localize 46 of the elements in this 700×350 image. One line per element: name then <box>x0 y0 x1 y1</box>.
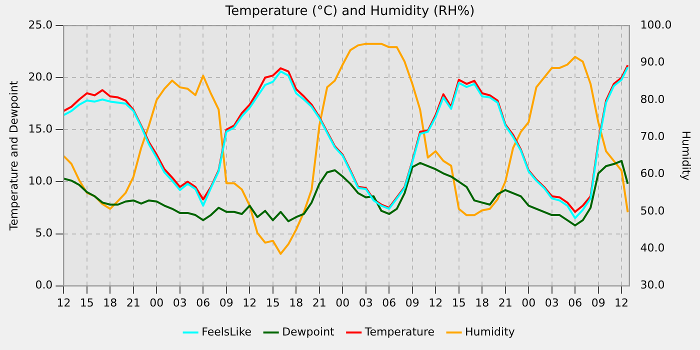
x-tick-label: 18 <box>475 296 490 310</box>
x-tick-label: 12 <box>242 296 257 310</box>
x-tick-label: 12 <box>614 296 629 310</box>
legend-label: Dewpoint <box>282 325 336 338</box>
x-tick-label: 21 <box>498 296 512 310</box>
y-axis-title: Temperature and Dewpoint <box>7 80 20 232</box>
y2-tick-label: 80.0 <box>640 92 665 106</box>
x-tick-label: 18 <box>289 296 304 310</box>
legend-label: Temperature <box>364 325 435 338</box>
y-tick-label: 20.0 <box>28 70 53 84</box>
x-tick-label: 09 <box>591 296 606 310</box>
x-tick-label: 03 <box>172 296 187 310</box>
chart-title: Temperature (°C) and Humidity (RH%) <box>224 4 475 20</box>
y-tick-label: 10.0 <box>28 174 53 188</box>
x-tick-label: 03 <box>358 296 373 310</box>
x-tick-label: 06 <box>382 296 396 310</box>
x-tick-label: 12 <box>428 296 443 310</box>
x-tick-label: 03 <box>544 296 559 310</box>
x-tick-label: 06 <box>568 296 582 310</box>
y2-tick-label: 30.0 <box>640 278 665 292</box>
x-tick-label: 15 <box>80 296 94 310</box>
x-tick-label: 09 <box>405 296 420 310</box>
x-tick-label: 00 <box>522 296 536 310</box>
y2-tick-label: 40.0 <box>640 241 665 254</box>
x-tick-label: 15 <box>266 296 280 310</box>
y-tick-label: 25.0 <box>28 18 53 32</box>
y2-tick-label: 100.0 <box>640 18 672 32</box>
y-tick-label: 15.0 <box>28 122 53 136</box>
x-tick-label: 21 <box>312 296 326 310</box>
x-tick-label: 12 <box>56 296 71 310</box>
y2-tick-label: 70.0 <box>640 130 665 143</box>
x-tick-label: 00 <box>150 296 164 310</box>
x-tick-label: 15 <box>452 296 466 310</box>
legend-label: Humidity <box>465 325 516 338</box>
x-tick-label: 06 <box>196 296 210 310</box>
y2-axis-title: Humidity <box>680 130 693 182</box>
y-tick-label: 0.0 <box>35 278 53 292</box>
y2-tick-label: 50.0 <box>640 204 665 218</box>
x-tick-label: 21 <box>126 296 140 310</box>
x-tick-label: 00 <box>336 296 350 310</box>
x-tick-label: 18 <box>103 296 118 310</box>
legend-label: FeelsLike <box>202 325 252 338</box>
x-tick-label: 09 <box>219 296 234 310</box>
y2-tick-label: 90.0 <box>640 56 665 69</box>
y2-tick-label: 60.0 <box>640 167 665 180</box>
y-tick-label: 5.0 <box>35 226 53 240</box>
